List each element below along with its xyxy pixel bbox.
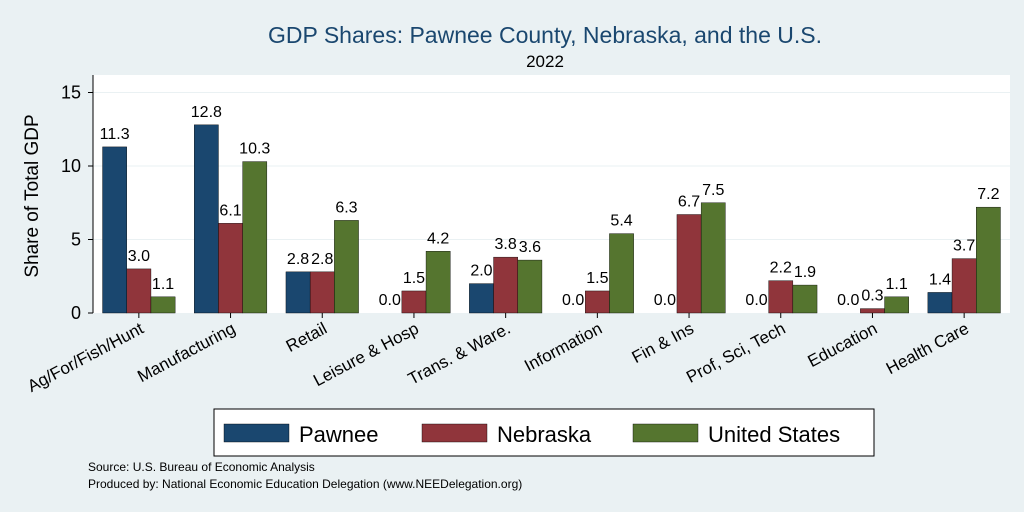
data-label: 1.4 <box>929 271 951 288</box>
data-label: 1.5 <box>403 270 425 287</box>
bar-united-states <box>609 233 634 314</box>
bar-united-states <box>242 161 268 314</box>
data-label: 0.0 <box>379 292 401 309</box>
legend-box <box>213 408 875 457</box>
data-label: 7.2 <box>977 186 999 203</box>
bar-nebraska <box>126 268 152 314</box>
data-label: 1.9 <box>794 264 816 281</box>
data-label: 0.0 <box>562 292 584 309</box>
bar-nebraska <box>860 308 885 314</box>
data-label: 1.5 <box>586 270 608 287</box>
bar-united-states <box>700 202 726 314</box>
legend-swatch-nebraska <box>421 423 488 443</box>
data-label: 2.8 <box>311 251 333 268</box>
bar-nebraska <box>401 290 427 314</box>
data-label: 10.3 <box>239 141 270 158</box>
y-axis-label: Share of Total GDP <box>22 114 43 277</box>
legend: Pawnee Nebraska United States <box>223 422 840 447</box>
data-label: 3.7 <box>953 238 975 255</box>
category-label: Information <box>521 319 605 376</box>
category-label: Retail <box>283 319 330 356</box>
data-label: 2.2 <box>770 260 792 277</box>
bar-united-states <box>976 206 1001 314</box>
data-label: 1.1 <box>886 276 908 293</box>
data-label: 0.3 <box>861 288 883 305</box>
bar-nebraska <box>951 258 977 314</box>
y-tick-label: 15 <box>61 83 81 103</box>
data-label: 0.0 <box>654 292 676 309</box>
data-label: 2.0 <box>470 263 492 280</box>
data-label: 7.5 <box>702 182 724 199</box>
y-tick-label: 5 <box>71 230 81 250</box>
data-label: 3.6 <box>519 239 541 256</box>
bar-pawnee <box>469 283 494 314</box>
data-label: 5.4 <box>610 213 632 230</box>
bar-nebraska <box>309 271 335 314</box>
category-label: Education <box>805 319 881 371</box>
y-tick-label: 10 <box>61 156 81 176</box>
data-label: 6.7 <box>678 194 700 211</box>
y-axis-ticks: 0 5 10 15 <box>61 83 93 323</box>
chart-subtitle: 2022 <box>526 52 564 71</box>
bar-pawnee <box>285 271 311 314</box>
bar-united-states <box>792 284 818 314</box>
data-label: 12.8 <box>191 104 222 121</box>
data-labels: 11.33.01.112.86.110.32.8 2.86.30.01.54.22… <box>100 104 1000 309</box>
produced-by-line: Produced by: National Economic Education… <box>88 477 522 491</box>
chart-title: GDP Shares: Pawnee County, Nebraska, and… <box>268 22 822 48</box>
bar-pawnee <box>927 292 953 314</box>
data-label: 4.2 <box>427 230 449 247</box>
category-label: Fin & Ins <box>629 319 697 367</box>
data-label: 11.3 <box>100 126 130 143</box>
bar-united-states <box>425 251 451 314</box>
category-label: Manufacturing <box>134 319 238 386</box>
data-label: 3.0 <box>128 248 150 265</box>
legend-label: Nebraska <box>497 422 592 447</box>
bar-nebraska <box>585 290 610 314</box>
y-tick-label: 0 <box>71 303 81 323</box>
bar-united-states <box>517 259 543 314</box>
category-label: Prof, Sci, Tech <box>683 319 788 387</box>
bar-nebraska <box>493 256 518 314</box>
bar-united-states <box>150 296 176 314</box>
bars <box>102 124 1001 314</box>
bar-united-states <box>334 220 359 314</box>
category-label: Health Care <box>883 319 972 378</box>
bar-united-states <box>884 296 909 314</box>
legend-swatch-pawnee <box>223 423 290 443</box>
bar-nebraska <box>218 223 243 314</box>
bar-pawnee <box>194 124 219 314</box>
data-label: 2.8 <box>287 251 309 268</box>
bar-pawnee <box>102 146 127 314</box>
data-label: 6.1 <box>219 202 241 219</box>
category-label: Leisure & Hosp <box>310 319 422 390</box>
legend-label: United States <box>708 422 840 447</box>
data-label: 6.3 <box>335 199 357 216</box>
bar-nebraska <box>676 214 702 314</box>
data-label: 0.0 <box>745 292 767 309</box>
category-label: Ag/For/Fish/Hunt <box>24 319 147 396</box>
data-label: 1.1 <box>152 276 174 293</box>
legend-swatch-united-states <box>632 423 699 443</box>
source-line: Source: U.S. Bureau of Economic Analysis <box>88 460 315 474</box>
bar-nebraska <box>768 280 794 314</box>
category-label: Trans. & Ware. <box>405 319 514 389</box>
legend-label: Pawnee <box>299 422 379 447</box>
data-label: 3.8 <box>495 236 517 253</box>
data-label: 0.0 <box>837 292 859 309</box>
